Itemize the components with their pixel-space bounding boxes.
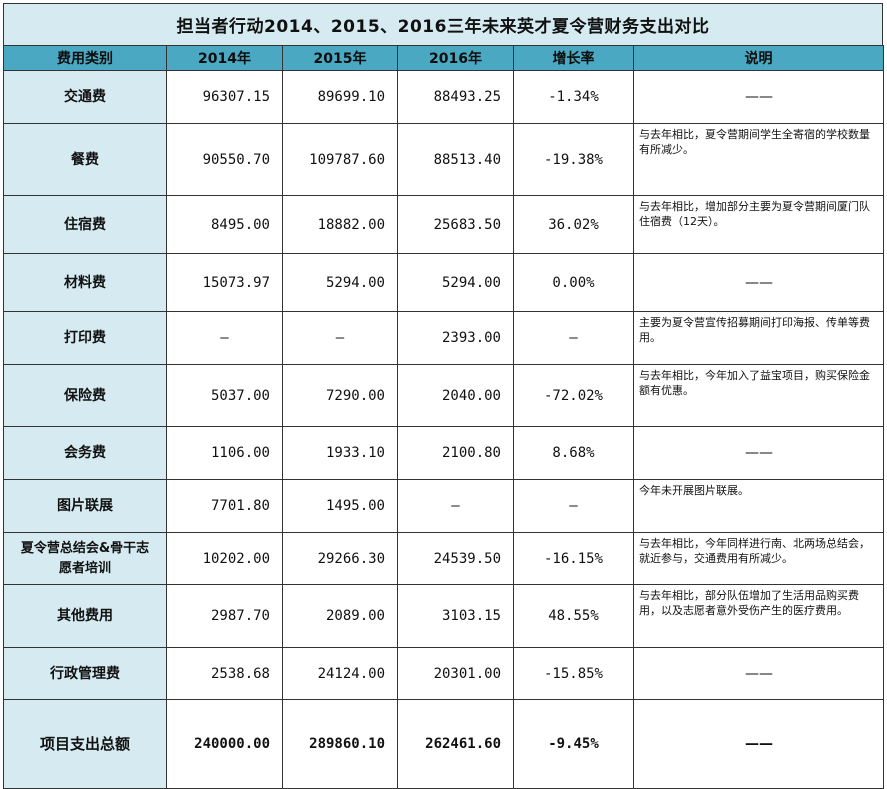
category-cell: 打印费 [3, 311, 167, 365]
table-row: 其他费用 2987.70 2089.00 3103.15 48.55% 与去年相比，部分队… [3, 584, 884, 648]
growth-cell: 8.68% [513, 426, 634, 480]
value-2015-cell: 109787.60 [282, 123, 398, 196]
value-2014-cell: 2538.68 [166, 647, 283, 700]
value-2015-cell: 89699.10 [282, 70, 398, 124]
note-cell: 今年未开展图片联展。 [633, 479, 884, 533]
header-row: 费用类别 2014年 2015年 2016年 增长率 说明 [3, 45, 884, 71]
value-2014-cell: — [166, 311, 283, 365]
value-2016-cell: 3103.15 [397, 584, 514, 648]
note-cell: 与去年相比，夏令营期间学生全寄宿的学校数量有所减少。 [633, 123, 884, 196]
value-2014-cell: 7701.80 [166, 479, 283, 533]
header-growth: 增长率 [513, 45, 634, 71]
value-2016-cell: 2100.80 [397, 426, 514, 480]
growth-cell: -16.15% [513, 532, 634, 585]
value-2015-cell: 289860.10 [282, 699, 398, 789]
value-2016-cell: 25683.50 [397, 195, 514, 254]
note-cell: —— [633, 253, 884, 312]
value-2015-cell: 1495.00 [282, 479, 398, 533]
table-row: 材料费 15073.97 5294.00 5294.00 0.00% —— [3, 253, 884, 312]
note-cell: —— [633, 70, 884, 124]
category-cell: 项目支出总额 [3, 699, 167, 789]
note-cell: —— [633, 699, 884, 789]
header-2014: 2014年 [166, 45, 283, 71]
value-2014-cell: 90550.70 [166, 123, 283, 196]
header-note: 说明 [633, 45, 884, 71]
header-2015: 2015年 [282, 45, 398, 71]
value-2015-cell: 5294.00 [282, 253, 398, 312]
table-row: 会务费 1106.00 1933.10 2100.80 8.68% —— [3, 426, 884, 480]
growth-cell: 48.55% [513, 584, 634, 648]
header-category: 费用类别 [3, 45, 167, 71]
value-2016-cell: 5294.00 [397, 253, 514, 312]
growth-cell: 36.02% [513, 195, 634, 254]
growth-cell: 0.00% [513, 253, 634, 312]
value-2014-cell: 1106.00 [166, 426, 283, 480]
value-2014-cell: 240000.00 [166, 699, 283, 789]
value-2016-cell: 20301.00 [397, 647, 514, 700]
note-cell: 与去年相比，今年加入了益宝项目，购买保险金额有优惠。 [633, 364, 884, 427]
growth-cell: -19.38% [513, 123, 634, 196]
value-2015-cell: 1933.10 [282, 426, 398, 480]
table-row: 保险费 5037.00 7290.00 2040.00 -72.02% 与去年相比，今年加… [3, 364, 884, 427]
expense-table: 费用类别 2014年 2015年 2016年 增长率 说明 交通费 96307.1… [3, 45, 884, 789]
table-row: 住宿费 8495.00 18882.00 25683.50 36.02% 与去年相比，增加… [3, 195, 884, 254]
value-2016-cell: 88513.40 [397, 123, 514, 196]
note-cell: 与去年相比，部分队伍增加了生活用品购买费用，以及志愿者意外受伤产生的医疗费用。 [633, 584, 884, 648]
growth-cell: -9.45% [513, 699, 634, 789]
category-cell: 会务费 [3, 426, 167, 480]
table-row: 行政管理费 2538.68 24124.00 20301.00 -15.85% —— [3, 647, 884, 700]
table-row: 打印费 — —2393.00— 主要为夏令营宣传招募期间打印海报、传单等费用。 [3, 311, 884, 365]
category-cell: 保险费 [3, 364, 167, 427]
category-cell: 图片联展 [3, 479, 167, 533]
table-row: 图片联展 7701.80 1495.00— — 今年未开展图片联展。 [3, 479, 884, 533]
growth-cell: -15.85% [513, 647, 634, 700]
table-row: 夏令营总结会&骨干志愿者培训 10202.00 29266.30 24539.50 -1… [3, 532, 884, 585]
growth-cell: — [513, 479, 634, 533]
table-row: 餐费 90550.70 109787.60 88513.40 -19.38% 与去年相比，… [3, 123, 884, 196]
category-cell: 交通费 [3, 70, 167, 124]
header-2016: 2016年 [397, 45, 514, 71]
category-cell: 材料费 [3, 253, 167, 312]
total-row: 项目支出总额 240000.00 289860.10 262461.60 -9.45% —… [3, 699, 884, 789]
value-2015-cell: 29266.30 [282, 532, 398, 585]
category-cell: 住宿费 [3, 195, 167, 254]
note-cell: —— [633, 647, 884, 700]
value-2016-cell: 88493.25 [397, 70, 514, 124]
value-2014-cell: 10202.00 [166, 532, 283, 585]
note-cell: 与去年相比，增加部分主要为夏令营期间厦门队住宿费（12天）。 [633, 195, 884, 254]
note-cell: —— [633, 426, 884, 480]
growth-cell: -72.02% [513, 364, 634, 427]
category-cell: 餐费 [3, 123, 167, 196]
table-row: 交通费 96307.15 89699.10 88493.25 -1.34% —— [3, 70, 884, 124]
note-cell: 主要为夏令营宣传招募期间打印海报、传单等费用。 [633, 311, 884, 365]
growth-cell: — [513, 311, 634, 365]
value-2016-cell: 2040.00 [397, 364, 514, 427]
value-2016-cell: 262461.60 [397, 699, 514, 789]
category-cell: 其他费用 [3, 584, 167, 648]
value-2014-cell: 8495.00 [166, 195, 283, 254]
value-2014-cell: 5037.00 [166, 364, 283, 427]
value-2015-cell: 2089.00 [282, 584, 398, 648]
value-2015-cell: 7290.00 [282, 364, 398, 427]
note-cell: 与去年相比，今年同样进行南、北两场总结会，就近参与，交通费用有所减少。 [633, 532, 884, 585]
growth-cell: -1.34% [513, 70, 634, 124]
value-2015-cell: — [282, 311, 398, 365]
value-2016-cell: 2393.00 [397, 311, 514, 365]
table-title: 担当者行动2014、2015、2016三年未来英才夏令营财务支出对比 [3, 3, 883, 46]
value-2015-cell: 24124.00 [282, 647, 398, 700]
category-cell: 行政管理费 [3, 647, 167, 700]
value-2016-cell: 24539.50 [397, 532, 514, 585]
value-2014-cell: 96307.15 [166, 70, 283, 124]
value-2014-cell: 15073.97 [166, 253, 283, 312]
value-2014-cell: 2987.70 [166, 584, 283, 648]
category-cell: 夏令营总结会&骨干志愿者培训 [3, 532, 167, 585]
value-2015-cell: 18882.00 [282, 195, 398, 254]
value-2016-cell: — [397, 479, 514, 533]
